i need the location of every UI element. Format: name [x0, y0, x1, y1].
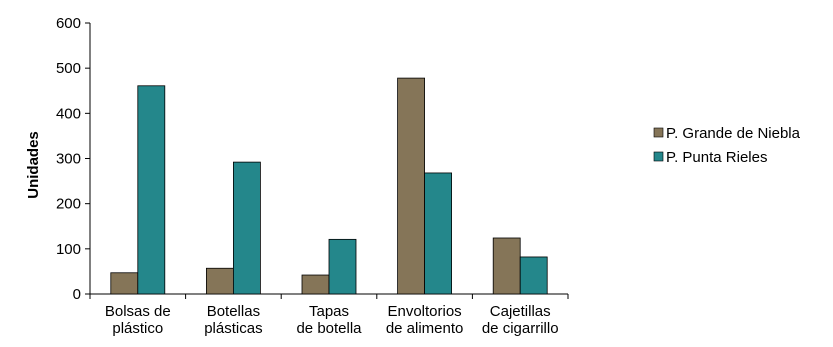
- x-tick-label: de cigarrillo: [482, 320, 559, 337]
- y-tick-label: 200: [56, 196, 81, 213]
- legend-swatch: [653, 151, 664, 162]
- y-axis: 0 100 200 300 400 500 600: [56, 15, 91, 303]
- y-tick-label: 600: [56, 15, 81, 32]
- x-tick-label: Tapas: [309, 303, 349, 320]
- x-axis: [89, 293, 569, 299]
- bar: [424, 172, 453, 295]
- x-tick-label: de alimento: [386, 320, 464, 337]
- x-tick-label: Envoltorios: [387, 303, 461, 320]
- bar: [492, 237, 521, 295]
- y-tick-label: 500: [56, 60, 81, 77]
- x-tick-label: de botella: [296, 320, 362, 337]
- y-tick-label: 100: [56, 241, 81, 258]
- bar: [519, 256, 548, 295]
- bars: [110, 77, 548, 295]
- bar: [232, 161, 261, 295]
- x-tick-label: Botellas: [207, 303, 260, 320]
- legend-label: P. Grande de Niebla: [666, 125, 801, 142]
- x-tick-label: Cajetillas: [490, 303, 551, 320]
- legend: P. Grande de Niebla P. Punta Rieles: [653, 125, 801, 166]
- x-tick-label: plásticas: [204, 320, 262, 337]
- legend-label: P. Punta Rieles: [666, 149, 767, 166]
- bar: [328, 238, 357, 295]
- y-tick-label: 400: [56, 105, 81, 122]
- y-axis-label: Unidades: [25, 131, 42, 199]
- category-labels: Bolsas deplásticoBotellasplásticasTapasd…: [105, 303, 559, 337]
- legend-swatch: [653, 127, 664, 138]
- x-tick-label: Bolsas de: [105, 303, 171, 320]
- bar: [301, 274, 330, 295]
- bar: [110, 272, 139, 295]
- y-tick-label: 300: [56, 151, 81, 168]
- bar: [397, 77, 426, 295]
- x-tick-label: plástico: [112, 320, 163, 337]
- bar: [137, 85, 166, 295]
- y-tick-label: 0: [73, 286, 81, 303]
- bar: [205, 267, 234, 295]
